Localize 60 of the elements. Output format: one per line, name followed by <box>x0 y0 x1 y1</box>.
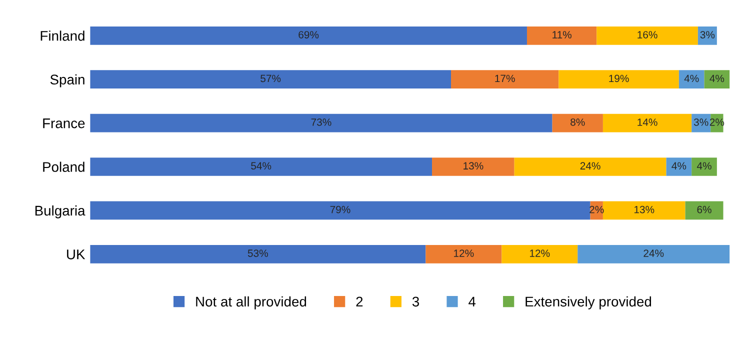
data-label: 79% <box>330 206 350 214</box>
bar <box>514 158 666 176</box>
y-tick-label: Bulgaria <box>35 205 86 218</box>
bar <box>602 201 686 220</box>
bar <box>692 158 717 176</box>
data-label: 4% <box>696 162 712 170</box>
bar <box>90 26 527 45</box>
data-label: 24% <box>644 250 664 257</box>
bar <box>432 158 514 176</box>
data-label: 69% <box>298 31 319 38</box>
y-tick-label: Poland <box>43 162 84 172</box>
y-tick-label: UK <box>67 250 86 260</box>
data-label: 24% <box>580 162 600 170</box>
y-tick-label: Finland <box>40 30 84 41</box>
data-label: 14% <box>638 118 658 126</box>
data-label: 3% <box>694 118 708 126</box>
data-label: 12% <box>454 250 474 257</box>
bar <box>578 244 730 264</box>
bar <box>678 70 704 89</box>
bar <box>451 70 559 89</box>
y-tick-label: France <box>43 118 85 128</box>
bar <box>90 158 432 176</box>
data-label: 57% <box>260 74 281 82</box>
data-label: 73% <box>311 118 332 126</box>
bar <box>90 244 426 264</box>
data-label: 11% <box>552 31 572 38</box>
bar <box>602 114 692 132</box>
data-label: 13% <box>464 162 484 170</box>
data-label: 4% <box>710 74 724 82</box>
legend-label: 3 <box>412 296 419 307</box>
bar <box>90 201 590 220</box>
bar <box>90 114 552 132</box>
bar <box>698 26 717 45</box>
bar <box>90 70 452 89</box>
data-label: 17% <box>495 74 515 82</box>
bar <box>666 158 692 176</box>
bar <box>526 26 597 45</box>
legend-label: Not at all provided <box>196 296 306 310</box>
data-label: 12% <box>530 250 550 257</box>
data-label: 4% <box>672 162 686 170</box>
bar <box>596 26 698 45</box>
data-label: 8% <box>570 118 585 126</box>
data-label: 53% <box>248 250 268 257</box>
legend-label: 2 <box>356 296 363 306</box>
data-label: 54% <box>251 162 272 170</box>
bar <box>558 70 679 89</box>
bar <box>552 114 603 132</box>
data-label: 16% <box>638 31 658 38</box>
bar <box>426 244 502 264</box>
data-label: 3% <box>700 31 715 38</box>
data-label: 4% <box>684 74 699 82</box>
data-label: 13% <box>634 206 654 214</box>
legend-label: 4 <box>468 296 476 306</box>
bar <box>685 201 724 220</box>
bar <box>704 70 730 89</box>
y-tick-label: Spain <box>50 74 84 88</box>
legend-label: Extensively provided <box>526 296 652 310</box>
bar <box>502 244 578 264</box>
data-label: 6% <box>697 206 712 214</box>
data-label: 19% <box>609 74 629 82</box>
